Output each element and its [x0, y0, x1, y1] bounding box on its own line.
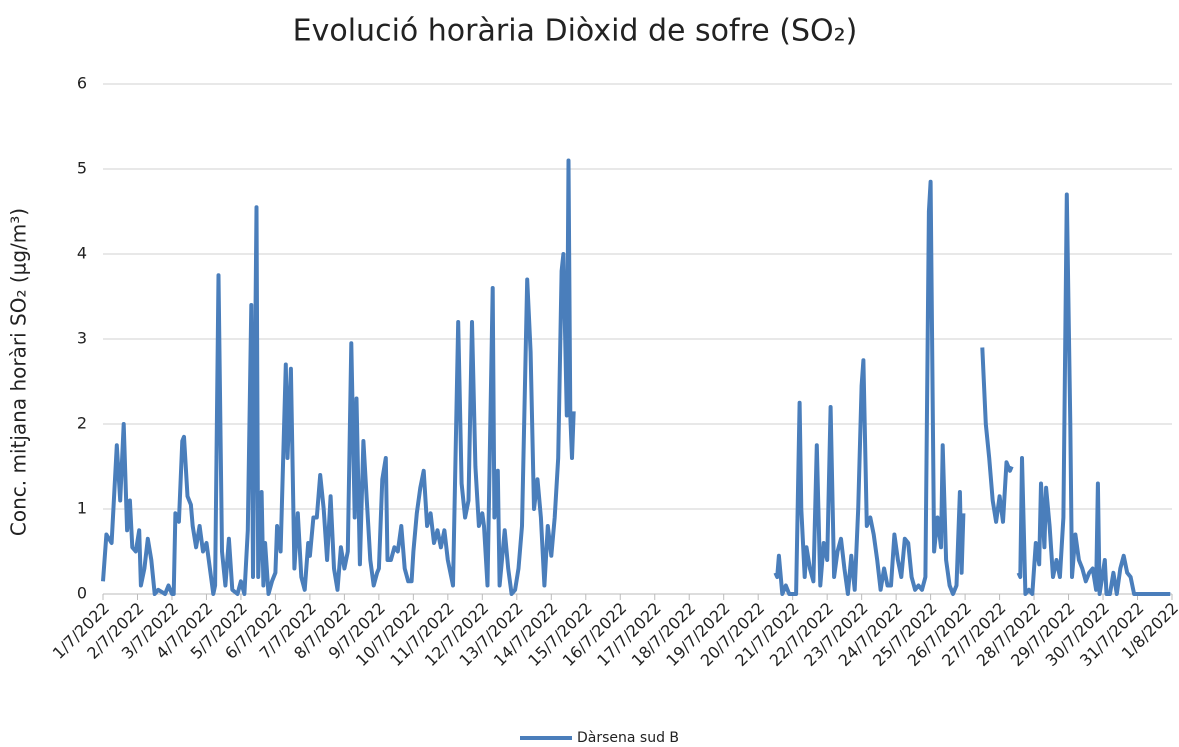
y-tick-label: 2: [77, 414, 87, 433]
y-tick-label: 3: [77, 329, 87, 348]
y-tick-label: 4: [77, 244, 87, 263]
chart-title: Evolució horària Diòxid de sofre (SO₂): [293, 14, 858, 49]
y-axis-label: Conc. mitjana horàri SO₂ (µg/m³): [7, 208, 31, 536]
y-tick-label: 6: [77, 74, 87, 93]
series-line: [101, 158, 1171, 596]
y-tick-label: 1: [77, 499, 87, 518]
y-tick-label: 0: [77, 584, 87, 603]
legend-label: Dàrsena sud B: [577, 730, 679, 746]
y-tick-label: 5: [77, 159, 87, 178]
